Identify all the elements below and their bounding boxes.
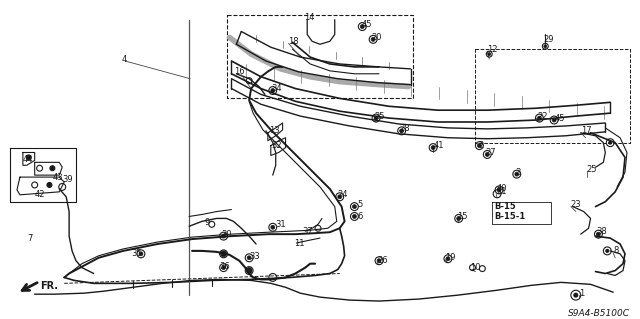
Text: 3: 3 [516, 168, 521, 177]
Text: 9: 9 [205, 218, 210, 227]
Text: 6: 6 [357, 212, 363, 221]
Text: 29: 29 [543, 35, 554, 44]
Text: 37: 37 [302, 227, 313, 236]
Text: 21: 21 [496, 187, 507, 197]
Text: 11: 11 [294, 239, 305, 248]
Text: 43: 43 [52, 173, 63, 182]
Circle shape [609, 141, 612, 144]
Text: 23: 23 [571, 200, 582, 209]
Circle shape [477, 144, 481, 148]
Circle shape [538, 116, 541, 120]
Circle shape [488, 53, 491, 56]
Text: 25: 25 [587, 165, 597, 174]
Circle shape [574, 293, 578, 297]
Text: 8: 8 [613, 246, 619, 256]
Text: 12: 12 [487, 45, 498, 54]
Text: 32: 32 [271, 141, 282, 150]
Text: 44: 44 [23, 155, 33, 164]
Text: 33: 33 [249, 252, 260, 261]
Text: 45: 45 [554, 114, 564, 122]
Circle shape [246, 268, 252, 273]
Circle shape [221, 234, 225, 238]
Text: 18: 18 [289, 37, 299, 46]
Text: 2: 2 [479, 141, 484, 150]
Text: 34: 34 [271, 84, 282, 93]
Text: 7: 7 [27, 234, 32, 242]
Circle shape [26, 155, 31, 160]
Text: 36: 36 [220, 262, 230, 271]
Circle shape [485, 152, 489, 156]
Circle shape [544, 45, 547, 48]
Circle shape [360, 25, 364, 28]
Circle shape [271, 225, 275, 229]
Text: 30: 30 [221, 230, 232, 239]
Text: 25: 25 [374, 112, 385, 121]
Text: 5: 5 [357, 200, 363, 209]
Text: 24: 24 [338, 190, 348, 199]
Text: 27: 27 [485, 148, 496, 157]
Text: 14: 14 [304, 13, 315, 22]
Circle shape [139, 252, 143, 256]
Text: 19: 19 [445, 253, 456, 262]
Text: 38: 38 [596, 227, 607, 236]
Circle shape [271, 89, 275, 93]
Text: 39: 39 [62, 174, 73, 183]
Text: 13: 13 [269, 126, 280, 135]
Text: 1: 1 [579, 289, 584, 298]
Text: 22: 22 [538, 112, 548, 121]
Circle shape [247, 256, 251, 260]
Circle shape [221, 251, 227, 257]
Text: 20: 20 [371, 33, 381, 42]
Circle shape [374, 116, 378, 120]
Text: 4: 4 [121, 55, 127, 63]
Circle shape [606, 249, 609, 252]
Text: S9A4-B5100C: S9A4-B5100C [568, 309, 630, 318]
Circle shape [377, 259, 381, 263]
Text: 17: 17 [580, 126, 591, 135]
Circle shape [596, 232, 600, 236]
Text: 28: 28 [400, 124, 410, 133]
Text: 45: 45 [362, 20, 372, 29]
Circle shape [446, 257, 450, 261]
Text: 42: 42 [35, 190, 45, 199]
Text: B-15-1: B-15-1 [494, 212, 525, 221]
Text: 35: 35 [131, 249, 141, 258]
Text: 15: 15 [457, 212, 467, 221]
Circle shape [400, 129, 404, 133]
Circle shape [353, 205, 356, 209]
Circle shape [338, 195, 342, 199]
Circle shape [515, 172, 519, 176]
Circle shape [221, 266, 225, 270]
Text: 41: 41 [433, 141, 444, 150]
Circle shape [552, 118, 556, 122]
Circle shape [50, 166, 55, 171]
Text: 26: 26 [377, 256, 388, 265]
Circle shape [353, 214, 356, 219]
Text: 40: 40 [497, 184, 508, 193]
Text: 10: 10 [470, 263, 481, 272]
Circle shape [497, 188, 501, 192]
Circle shape [457, 217, 461, 220]
Text: 31: 31 [276, 220, 286, 229]
Text: B-15: B-15 [494, 202, 516, 211]
Circle shape [371, 37, 375, 41]
Text: 16: 16 [234, 67, 245, 76]
Circle shape [47, 182, 52, 188]
Text: FR.: FR. [40, 281, 59, 291]
Circle shape [431, 145, 435, 150]
